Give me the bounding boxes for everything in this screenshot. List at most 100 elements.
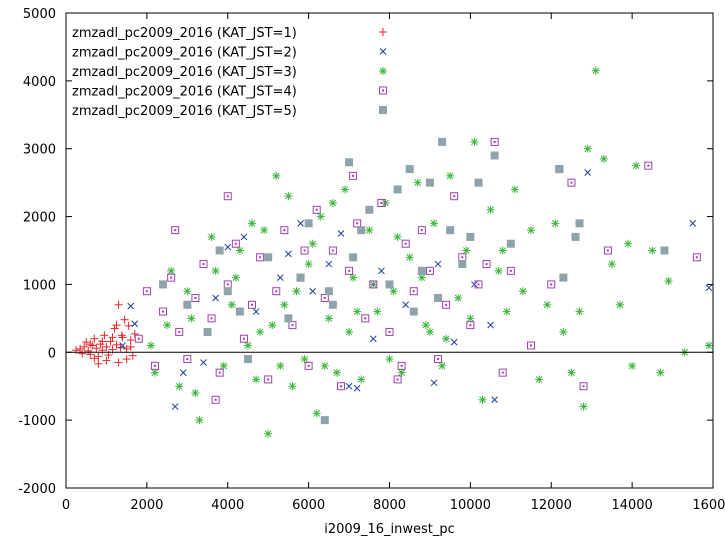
data-point <box>369 335 377 343</box>
data-point <box>102 342 111 351</box>
data-point <box>401 239 410 248</box>
data-point <box>171 226 180 235</box>
data-point <box>239 334 248 343</box>
data-point <box>142 287 151 296</box>
data-point <box>235 307 244 316</box>
data-point <box>114 358 123 367</box>
data-point <box>276 361 285 370</box>
data-point <box>353 384 361 392</box>
data-point <box>309 287 317 295</box>
x-tick-label: 14000 <box>611 498 652 513</box>
data-point <box>124 321 133 330</box>
data-point <box>252 308 260 315</box>
data-point <box>336 382 345 391</box>
chart-marks <box>72 66 713 438</box>
data-point <box>490 151 499 160</box>
data-point <box>119 342 126 349</box>
data-point <box>199 260 208 269</box>
data-point <box>692 253 701 262</box>
data-point <box>571 232 580 241</box>
data-point <box>297 220 304 227</box>
data-point <box>402 301 410 309</box>
data-point <box>243 341 252 350</box>
data-point <box>215 246 224 255</box>
data-point <box>324 287 333 296</box>
data-point <box>118 333 127 342</box>
legend-label: zmzadl_pc2009_2016 (KAT_JST=4) <box>72 85 297 100</box>
data-point <box>256 253 265 262</box>
data-point <box>90 354 99 363</box>
data-point <box>345 266 354 275</box>
data-point <box>660 246 669 255</box>
data-point <box>260 226 269 235</box>
data-point <box>112 321 121 330</box>
data-point <box>527 226 536 235</box>
data-point <box>223 287 232 296</box>
data-point <box>434 294 443 302</box>
data-point <box>373 307 382 316</box>
y-tick-label: 2000 <box>23 211 56 226</box>
data-point <box>487 321 494 329</box>
data-point <box>219 361 228 370</box>
data-point <box>397 368 406 377</box>
data-point <box>304 260 313 269</box>
x-tick-label: 2000 <box>130 498 163 513</box>
data-point <box>126 342 135 351</box>
data-point <box>584 169 591 176</box>
data-point <box>320 416 329 425</box>
data-point <box>369 280 378 289</box>
data-point <box>72 346 81 355</box>
data-point <box>559 273 568 282</box>
data-point <box>90 334 99 343</box>
data-point <box>328 246 337 255</box>
data-point <box>108 333 117 342</box>
data-point <box>429 219 438 228</box>
data-point <box>603 246 612 255</box>
data-point <box>357 375 366 384</box>
x-tick-label: 6000 <box>292 498 325 513</box>
x-tick-label: 4000 <box>211 498 244 513</box>
data-point <box>86 340 95 349</box>
data-point <box>98 346 107 355</box>
data-point <box>377 199 386 207</box>
data-point <box>409 287 418 296</box>
data-point <box>438 137 447 146</box>
data-point <box>450 192 459 201</box>
data-point <box>607 260 616 269</box>
data-point <box>284 192 293 201</box>
data-point <box>413 178 422 187</box>
data-point <box>349 171 358 180</box>
data-point <box>130 329 139 338</box>
data-point <box>280 300 289 309</box>
data-point <box>280 226 289 235</box>
data-point <box>425 178 434 187</box>
data-point <box>450 338 458 346</box>
data-point <box>304 219 313 228</box>
data-point <box>195 416 204 425</box>
data-point <box>405 253 414 262</box>
data-point <box>591 66 600 75</box>
legend-label: zmzadl_pc2009_2016 (KAT_JST=3) <box>72 65 297 80</box>
legend-marker <box>379 28 387 36</box>
data-point <box>656 368 665 377</box>
data-point <box>146 341 155 350</box>
data-point <box>385 280 394 289</box>
data-point <box>223 192 232 201</box>
data-point <box>191 389 200 397</box>
series-3 <box>146 66 713 438</box>
data-point <box>378 267 385 275</box>
data-point <box>393 185 402 194</box>
data-point <box>567 178 576 187</box>
data-point <box>345 327 354 336</box>
data-point <box>316 212 325 221</box>
data-point <box>272 287 281 296</box>
data-point <box>361 314 370 323</box>
data-point <box>689 220 697 227</box>
data-point <box>628 361 637 370</box>
data-point <box>100 331 109 340</box>
data-point <box>385 355 394 364</box>
data-point <box>264 429 273 438</box>
data-point <box>434 355 443 364</box>
legend-label: zmzadl_pc2009_2016 (KAT_JST=1) <box>72 26 297 41</box>
data-point <box>466 321 475 330</box>
